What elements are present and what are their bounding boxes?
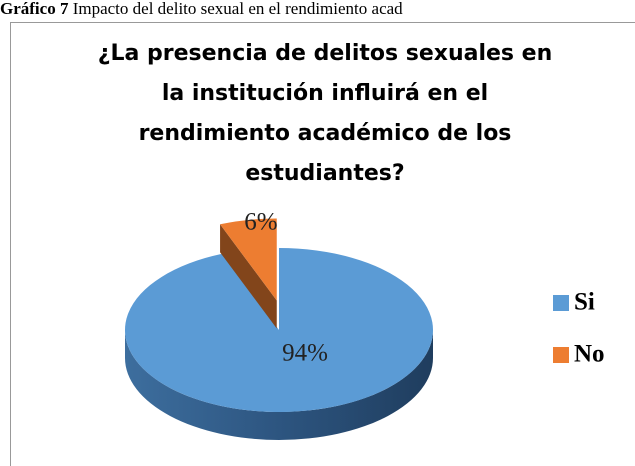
caption: Gráfico 7 Impacto del delito sexual en e… (0, 0, 403, 18)
chart-title: ¿La presencia de delitos sexuales en (98, 41, 553, 66)
chart-border (10, 22, 635, 466)
pie-slice (125, 248, 434, 440)
legend-label: Si (574, 289, 595, 316)
pie-slice (220, 218, 277, 329)
slice-side (220, 224, 277, 329)
slice-side (125, 330, 433, 440)
chart-title: estudiantes? (245, 161, 404, 186)
chart-title: rendimiento académico de los (139, 121, 512, 146)
legend-swatch (553, 295, 569, 311)
slice-top (220, 218, 277, 301)
caption-label: Gráfico 7 (0, 0, 69, 18)
data-label: 6% (244, 209, 277, 236)
chart-title: la institución influirá en el (162, 81, 488, 106)
slice-top (125, 248, 434, 412)
data-label: 94% (282, 340, 328, 367)
caption-text: Impacto del delito sexual en el rendimie… (73, 0, 403, 18)
legend-swatch (553, 347, 569, 363)
legend-label: No (574, 341, 605, 368)
